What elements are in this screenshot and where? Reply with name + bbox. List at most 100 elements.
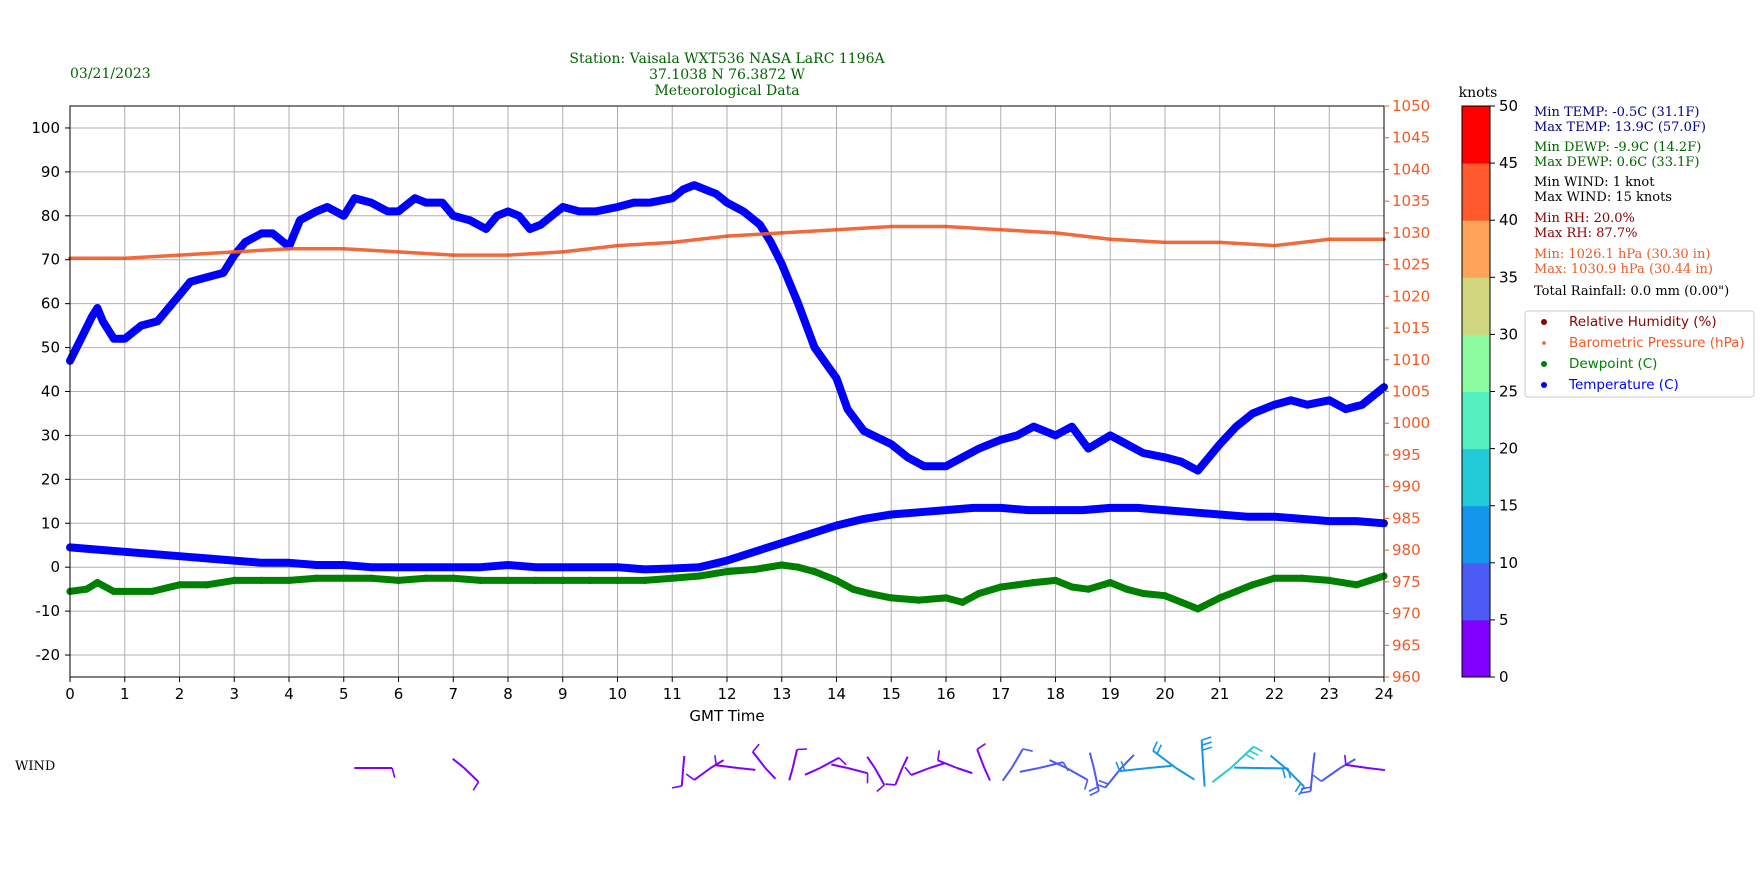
wind-barb [976, 743, 991, 781]
y-right-tick-label: 1035 [1392, 192, 1430, 210]
data-point [241, 238, 249, 246]
data-point [1188, 508, 1196, 516]
data-point [394, 576, 403, 585]
colorbar-label: knots [1459, 85, 1498, 101]
wind-barb [1019, 761, 1069, 773]
x-tick-label: 0 [65, 685, 75, 703]
data-point [696, 563, 704, 571]
wind-barb-staff [1065, 767, 1089, 781]
data-point [232, 250, 236, 254]
wind-label: WIND [15, 759, 55, 774]
stats-panel: Min TEMP: -0.5C (31.1F)Max TEMP: 13.9C (… [1534, 105, 1729, 299]
wind-barb-staff [1311, 752, 1316, 769]
x-tick-label: 17 [991, 685, 1010, 703]
data-point [230, 576, 238, 585]
legend-label: Temperature (C) [1568, 377, 1679, 393]
y-right-tick-label: 980 [1392, 541, 1421, 559]
wind-barb-staff [751, 751, 767, 769]
wind-barb-feather [976, 743, 986, 750]
stat-line: Max WIND: 15 knots [1534, 190, 1672, 205]
wind-barb-staff [910, 767, 930, 776]
data-point [82, 585, 90, 593]
wind-barb-staff [680, 767, 685, 787]
data-point [630, 199, 638, 207]
data-point [515, 212, 523, 220]
wind-barb [1300, 752, 1316, 794]
wind-barb-staff [693, 767, 712, 781]
y-right-tick-label: 1045 [1392, 129, 1430, 147]
data-point [712, 190, 720, 198]
wind-barb [804, 756, 847, 776]
y-right-tick-label: 1025 [1392, 256, 1430, 274]
y-right-tick-label: 960 [1392, 668, 1421, 686]
data-point [1325, 576, 1333, 585]
data-point [696, 572, 704, 580]
data-point [670, 240, 674, 244]
data-point [422, 574, 430, 582]
wind-barb-staff [894, 767, 904, 786]
wind-barb-feather [1120, 761, 1126, 771]
data-point [1325, 517, 1333, 525]
data-point [93, 579, 101, 587]
data-point [367, 563, 375, 571]
wind-barb-staff [710, 759, 725, 769]
data-point [531, 563, 540, 571]
wind-barb-staff [1148, 764, 1172, 769]
data-point [586, 576, 594, 585]
data-point [1161, 592, 1169, 600]
data-point [756, 221, 764, 229]
wind-barb-staff [1175, 767, 1195, 781]
x-axis-ticks: 0 1 2 3 4 5 6 7 8 9 10 11 12 13 14 15 16 17 18 19 20 21 22 23 24 [65, 677, 1394, 703]
wind-barb [866, 756, 886, 793]
wind-barb-feather [671, 785, 682, 789]
data-point [887, 594, 895, 602]
data-point [1084, 585, 1092, 593]
y-left-tick-label: 30 [41, 426, 60, 444]
data-point [287, 247, 291, 251]
data-point [1106, 504, 1114, 512]
data-point [449, 574, 457, 582]
data-point [1084, 445, 1092, 453]
data-point [493, 212, 501, 220]
wind-barb-staff [956, 767, 973, 775]
stat-line: Min RH: 20.0% [1534, 211, 1635, 226]
data-point [203, 581, 211, 589]
data-point [1270, 513, 1279, 521]
data-point [1068, 423, 1076, 431]
data-point [1123, 585, 1131, 593]
wind-barb-staff [1038, 761, 1064, 769]
stat-line: Max RH: 87.7% [1534, 226, 1637, 241]
series-line [66, 181, 1388, 475]
stat-line: Max: 1030.9 hPa (30.44 in) [1534, 262, 1713, 277]
x-tick-label: 6 [394, 685, 404, 703]
data-point [1161, 506, 1169, 514]
wind-barb-feather [1244, 753, 1255, 760]
data-point [312, 561, 320, 569]
data-point [121, 587, 129, 596]
data-point [104, 326, 112, 334]
wind-barb-staff [737, 767, 756, 771]
data-point [1177, 598, 1185, 606]
colorbar-segment [1462, 448, 1490, 507]
data-point [723, 199, 731, 207]
x-tick-label: 13 [772, 685, 791, 703]
data-point [93, 304, 101, 312]
wind-barb-staff [788, 767, 794, 781]
legend-marker [1541, 382, 1547, 388]
data-point [258, 576, 266, 585]
colorbar-tick-label: 20 [1499, 440, 1518, 458]
wind-barb-feather [885, 783, 896, 786]
wind-barb [936, 750, 973, 775]
data-point [958, 598, 967, 606]
data-point [77, 335, 85, 343]
data-point [1108, 237, 1112, 241]
y-right-tick-label: 1000 [1392, 414, 1430, 432]
data-point [384, 207, 392, 215]
data-point [997, 504, 1005, 512]
y-left-tick-label: 100 [31, 119, 60, 137]
wind-barb-feather [752, 743, 760, 753]
data-point [592, 207, 600, 215]
wind-barb-staff [976, 748, 986, 769]
data-point [148, 550, 156, 558]
wind-barb-feather [1022, 748, 1033, 752]
